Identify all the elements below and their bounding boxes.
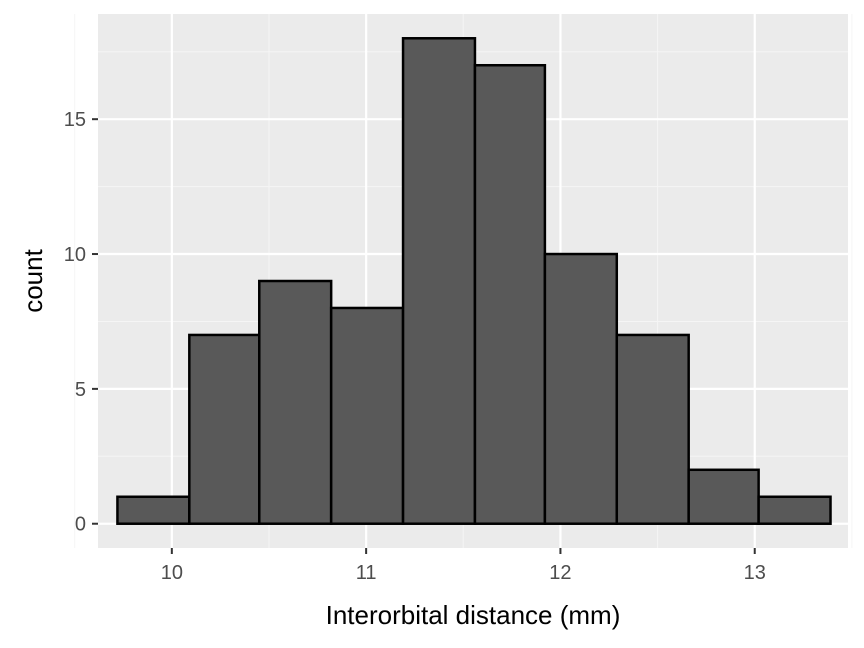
histogram-bar [687, 468, 760, 525]
histogram-bar [116, 495, 191, 525]
y-tick-label: 0 [75, 514, 86, 536]
y-tick-label: 10 [64, 244, 86, 266]
histogram-bar [329, 306, 405, 525]
y-tick-label: 5 [75, 379, 86, 401]
histogram-bar [188, 333, 261, 525]
histogram-bar [615, 333, 690, 525]
x-tick-label: 11 [356, 562, 377, 584]
y-axis: 0 5 10 15 [64, 109, 98, 536]
x-tick-label: 13 [744, 562, 766, 584]
x-tick-label: 12 [549, 562, 571, 584]
x-axis: 10 11 12 13 [161, 548, 766, 584]
x-axis-title: Interorbital distance (mm) [326, 600, 621, 630]
y-tick-label: 15 [64, 109, 86, 131]
histogram-bar [258, 279, 333, 525]
y-axis-title: count [18, 248, 48, 312]
histogram-bar [473, 63, 547, 525]
histogram-bar [757, 495, 832, 525]
x-tick-label: 10 [161, 562, 183, 584]
histogram-bar [543, 252, 619, 525]
histogram-bars [116, 37, 832, 525]
histogram-bar [401, 37, 477, 525]
